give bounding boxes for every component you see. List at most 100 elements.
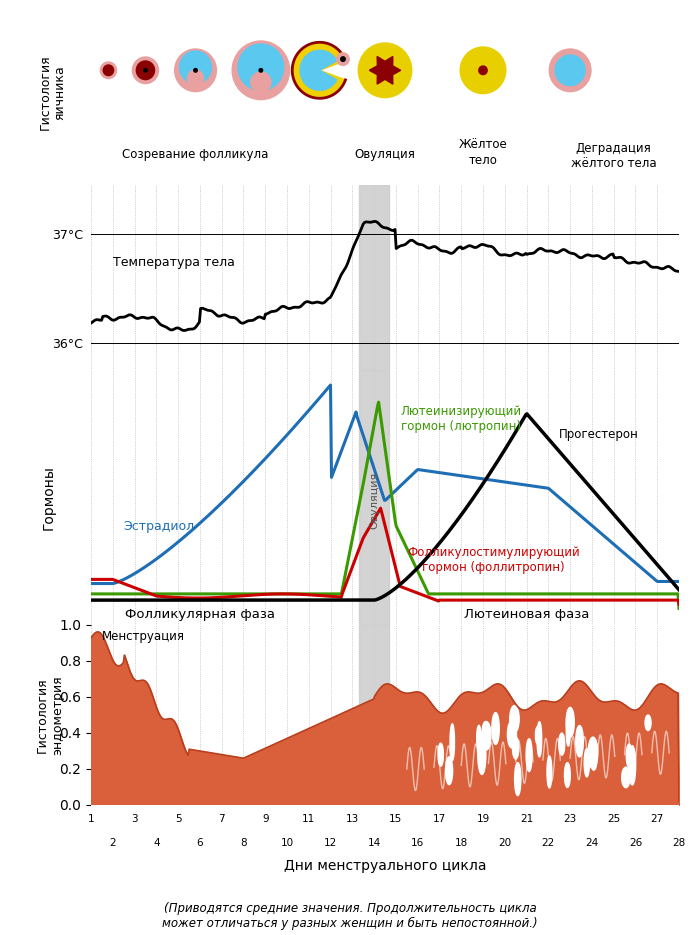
- Ellipse shape: [336, 52, 350, 66]
- Ellipse shape: [258, 68, 263, 73]
- Text: 20: 20: [498, 838, 511, 847]
- Ellipse shape: [358, 42, 412, 98]
- Bar: [359, 370, 389, 625]
- Text: 12: 12: [324, 838, 337, 847]
- Text: 18: 18: [454, 838, 468, 847]
- Text: 21: 21: [520, 814, 533, 824]
- Bar: [359, 185, 389, 370]
- Polygon shape: [370, 56, 400, 84]
- Text: Температура тела: Температура тела: [113, 256, 234, 268]
- Ellipse shape: [588, 737, 598, 769]
- Text: 7: 7: [218, 814, 225, 824]
- Ellipse shape: [547, 756, 552, 788]
- Ellipse shape: [492, 712, 499, 744]
- Text: (Приводятся средние значения. Продолжительность цикла
может отличаться у разных : (Приводятся средние значения. Продолжите…: [162, 902, 538, 930]
- Text: Фолликулярная фаза: Фолликулярная фаза: [125, 608, 275, 621]
- Text: Жёлтое
тело: Жёлтое тело: [458, 138, 507, 166]
- Ellipse shape: [179, 50, 212, 84]
- Text: 23: 23: [564, 814, 577, 824]
- Ellipse shape: [446, 756, 453, 784]
- Text: 13: 13: [346, 814, 359, 824]
- Ellipse shape: [584, 749, 589, 777]
- Ellipse shape: [438, 743, 443, 766]
- Text: Созревание фолликула: Созревание фолликула: [122, 148, 269, 161]
- Y-axis label: Гистология
эндометрия: Гистология эндометрия: [36, 675, 64, 755]
- Text: 24: 24: [585, 838, 598, 847]
- Text: 5: 5: [175, 814, 181, 824]
- Text: 15: 15: [389, 814, 402, 824]
- Text: 28: 28: [673, 838, 685, 847]
- Ellipse shape: [566, 716, 570, 746]
- Text: 3: 3: [131, 814, 138, 824]
- Ellipse shape: [232, 40, 290, 100]
- Ellipse shape: [514, 763, 521, 796]
- Ellipse shape: [575, 726, 583, 757]
- Ellipse shape: [554, 54, 586, 86]
- Text: Менструация: Менструация: [102, 630, 185, 643]
- Ellipse shape: [477, 726, 481, 751]
- Text: Прогестерон: Прогестерон: [559, 428, 639, 441]
- Ellipse shape: [478, 735, 486, 774]
- Polygon shape: [300, 50, 337, 91]
- Text: 16: 16: [411, 838, 424, 847]
- Ellipse shape: [340, 56, 346, 62]
- Ellipse shape: [591, 750, 597, 770]
- Y-axis label: Гормоны: Гормоны: [42, 465, 56, 530]
- Text: Лютеинизирующий
гормон (лютропин): Лютеинизирующий гормон (лютропин): [400, 405, 522, 433]
- Text: 8: 8: [240, 838, 247, 847]
- Ellipse shape: [459, 47, 507, 94]
- Ellipse shape: [187, 69, 204, 87]
- Text: 1: 1: [88, 814, 94, 824]
- Text: Лютеиновая фаза: Лютеиновая фаза: [464, 608, 589, 621]
- Ellipse shape: [136, 60, 155, 80]
- Text: Эстрадиол: Эстрадиол: [124, 520, 195, 533]
- Ellipse shape: [564, 763, 570, 787]
- Ellipse shape: [174, 49, 217, 93]
- Ellipse shape: [626, 744, 632, 768]
- Text: Овуляция: Овуляция: [369, 472, 379, 529]
- Ellipse shape: [102, 65, 114, 77]
- Text: 22: 22: [542, 838, 555, 847]
- Text: 27: 27: [650, 814, 664, 824]
- Ellipse shape: [566, 708, 574, 737]
- Text: Фолликулостимулирующий
гормон (фоллитропин): Фолликулостимулирующий гормон (фоллитроп…: [407, 546, 580, 574]
- Ellipse shape: [143, 68, 148, 73]
- Polygon shape: [292, 42, 345, 98]
- Text: 19: 19: [477, 814, 489, 824]
- Ellipse shape: [549, 49, 592, 93]
- X-axis label: Дни менструального цикла: Дни менструального цикла: [284, 859, 486, 873]
- Ellipse shape: [537, 722, 542, 757]
- Text: 2: 2: [109, 838, 116, 847]
- Ellipse shape: [132, 56, 159, 84]
- Ellipse shape: [193, 68, 198, 73]
- Ellipse shape: [508, 721, 517, 748]
- Ellipse shape: [482, 722, 489, 746]
- Ellipse shape: [622, 767, 630, 787]
- Ellipse shape: [99, 62, 117, 79]
- Text: 14: 14: [368, 838, 381, 847]
- Ellipse shape: [478, 65, 488, 76]
- Ellipse shape: [512, 737, 519, 759]
- Ellipse shape: [526, 739, 532, 771]
- Text: 11: 11: [302, 814, 316, 824]
- Text: 26: 26: [629, 838, 642, 847]
- Text: 17: 17: [433, 814, 446, 824]
- Y-axis label: Гистология
яичника: Гистология яичника: [38, 54, 66, 130]
- Text: 4: 4: [153, 838, 160, 847]
- Text: 9: 9: [262, 814, 269, 824]
- Ellipse shape: [559, 733, 565, 755]
- Ellipse shape: [450, 724, 454, 760]
- Text: Овуляция: Овуляция: [355, 148, 415, 161]
- Ellipse shape: [536, 726, 540, 744]
- Text: 10: 10: [281, 838, 293, 847]
- Ellipse shape: [237, 43, 284, 92]
- Text: Деградация
жёлтого тела: Деградация жёлтого тела: [571, 142, 657, 170]
- Text: 6: 6: [197, 838, 203, 847]
- Ellipse shape: [645, 715, 651, 730]
- Text: 25: 25: [607, 814, 620, 824]
- Ellipse shape: [510, 706, 519, 733]
- Ellipse shape: [250, 71, 272, 94]
- Ellipse shape: [482, 722, 491, 750]
- Bar: [359, 625, 389, 805]
- Ellipse shape: [629, 746, 636, 785]
